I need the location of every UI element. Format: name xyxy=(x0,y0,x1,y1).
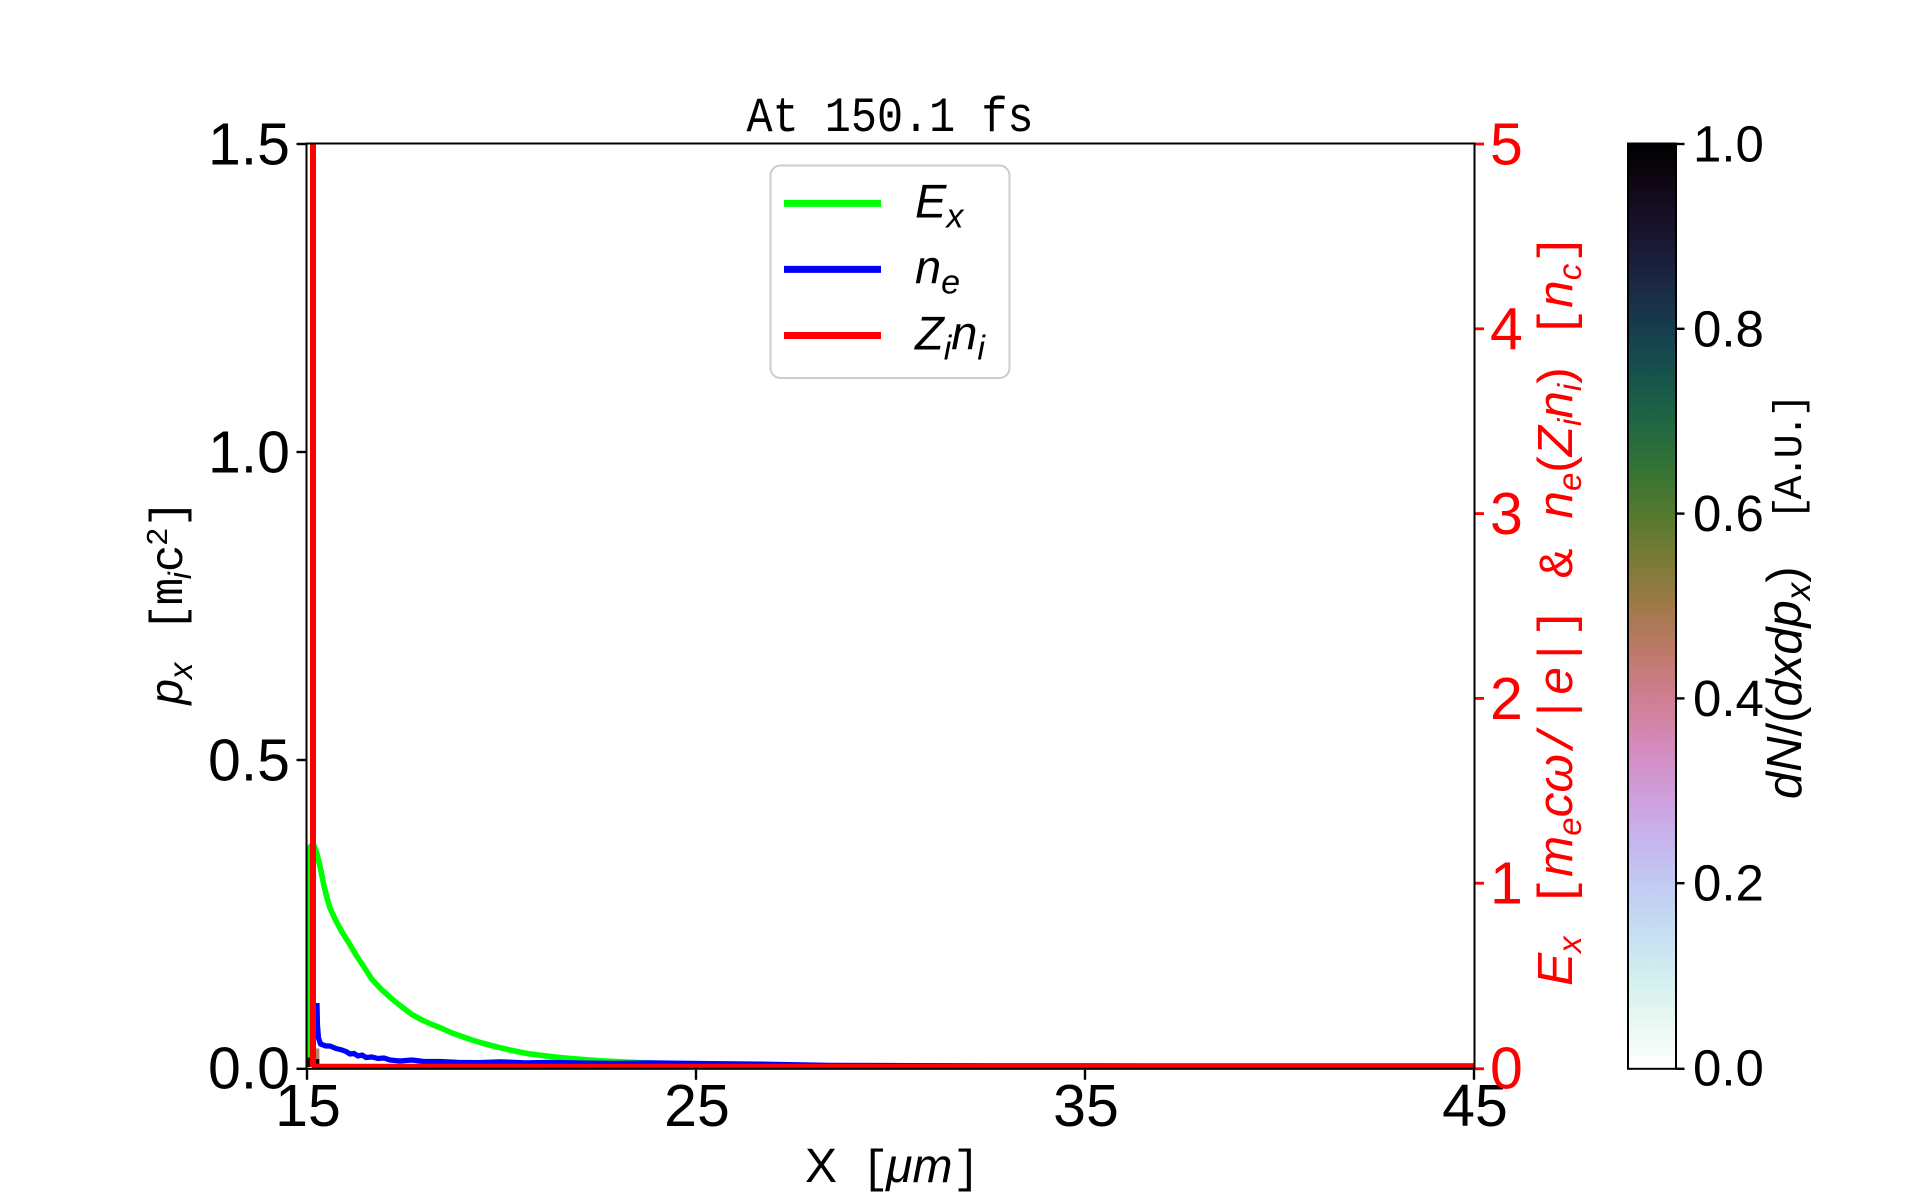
svg-text:0: 0 xyxy=(1490,1036,1523,1102)
svg-text:2: 2 xyxy=(1490,666,1523,732)
svg-text:0.0: 0.0 xyxy=(208,1036,290,1102)
svg-text:px [mic2]: px [mic2] xyxy=(140,501,199,706)
svg-text:1.5: 1.5 xyxy=(208,112,290,178)
svg-text:1: 1 xyxy=(1490,851,1523,917)
svg-text:At 150.1 fs: At 150.1 fs xyxy=(746,91,1033,146)
svg-text:0.2: 0.2 xyxy=(1693,855,1764,912)
svg-text:3: 3 xyxy=(1490,481,1523,547)
svg-text:25: 25 xyxy=(664,1073,730,1139)
svg-text:0.4: 0.4 xyxy=(1693,670,1764,727)
svg-text:ne: ne xyxy=(915,241,960,302)
svg-text:Ex [mecω/|e|] & ne(Zini) [nc]: Ex [mecω/|e|] & ne(Zini) [nc] xyxy=(1528,234,1588,986)
svg-text:1.0: 1.0 xyxy=(1693,116,1764,173)
svg-text:15: 15 xyxy=(275,1073,341,1139)
svg-text:X [μm]: X [μm] xyxy=(805,1140,977,1196)
svg-text:0.0: 0.0 xyxy=(1693,1040,1764,1097)
svg-text:35: 35 xyxy=(1053,1073,1119,1139)
svg-text:1.0: 1.0 xyxy=(208,420,290,486)
svg-text:5: 5 xyxy=(1490,112,1523,178)
svg-text:0.8: 0.8 xyxy=(1693,300,1764,357)
svg-text:0.5: 0.5 xyxy=(208,728,290,794)
svg-text:4: 4 xyxy=(1490,296,1523,362)
svg-text:dN/(dxdpx) [A.U.]: dN/(dxdpx) [A.U.] xyxy=(1758,397,1818,799)
svg-text:45: 45 xyxy=(1442,1073,1508,1139)
svg-text:Zini: Zini xyxy=(914,307,986,368)
svg-text:Ex: Ex xyxy=(915,175,964,236)
svg-text:0.6: 0.6 xyxy=(1693,485,1764,542)
